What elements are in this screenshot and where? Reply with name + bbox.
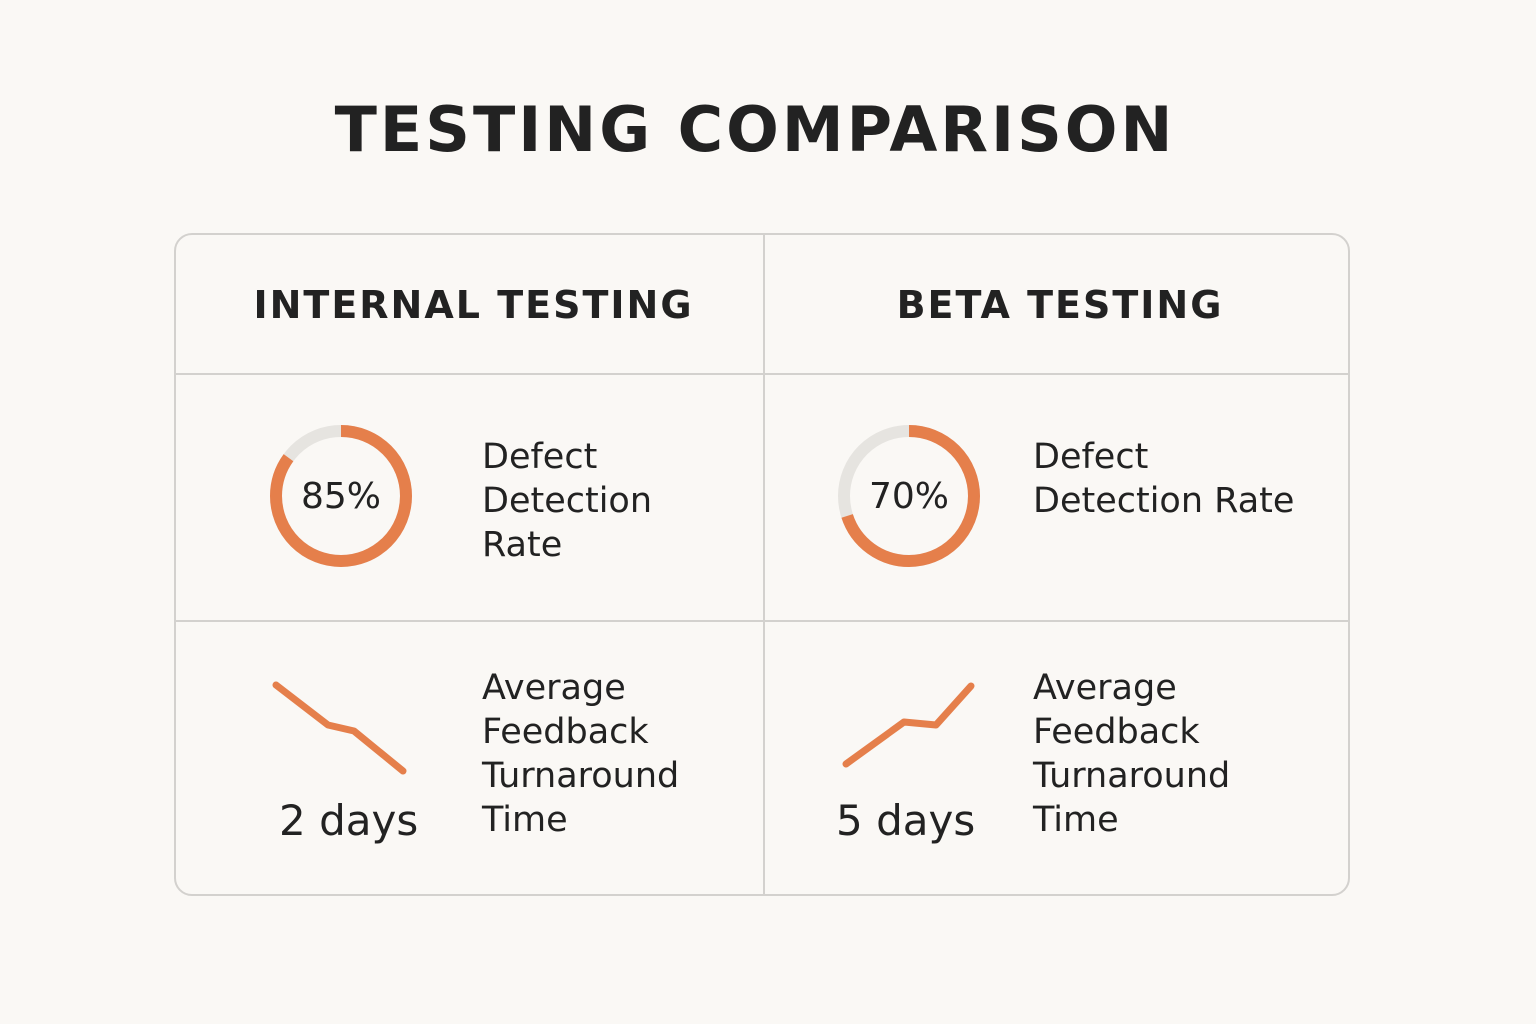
label-line: Defect [482, 437, 598, 477]
page-title: TESTING COMPARISON [334, 93, 1176, 166]
trend-up-line-icon [842, 682, 975, 768]
internal-defect-value: 85% [300, 475, 381, 517]
beta-feedback-value: 5 days [836, 796, 976, 845]
beta-feedback-label: Average Feedback Turnaround Time [1033, 666, 1230, 842]
header-divider [176, 373, 1348, 375]
column-divider [763, 235, 765, 894]
internal-feedback-label: Average Feedback Turnaround Time [482, 666, 679, 842]
label-line: Feedback [482, 712, 649, 752]
beta-defect-label: Defect Detection Rate [1033, 435, 1294, 523]
internal-feedback-value: 2 days [279, 796, 419, 845]
trend-line [842, 682, 975, 768]
label-line: Turnaround [482, 756, 680, 796]
label-line: Detection Rate [1033, 481, 1295, 521]
label-line: Average [482, 668, 626, 708]
label-line: Feedback [1033, 712, 1200, 752]
trend-down-line-icon [272, 681, 407, 775]
trend-line [272, 681, 407, 775]
beta-defect-value: 70% [868, 475, 949, 517]
donut-progress-arc [838, 425, 980, 567]
label-line: Detection [482, 481, 653, 521]
internal-defect-donut [270, 425, 412, 567]
internal-defect-label: Defect Detection Rate [482, 435, 652, 567]
label-line: Time [482, 800, 568, 840]
beta-defect-donut [838, 425, 980, 567]
beta-testing-header: BETA TESTING [896, 283, 1224, 327]
comparison-table: INTERNAL TESTING BETA TESTING 85% Defect… [174, 233, 1350, 896]
internal-testing-header: INTERNAL TESTING [253, 283, 694, 327]
donut-progress-arc [270, 425, 412, 567]
label-line: Time [1033, 800, 1119, 840]
label-line: Defect [1033, 437, 1149, 477]
label-line: Average [1033, 668, 1177, 708]
label-line: Turnaround [1033, 756, 1231, 796]
row-divider [176, 620, 1348, 622]
label-line: Rate [482, 525, 563, 565]
